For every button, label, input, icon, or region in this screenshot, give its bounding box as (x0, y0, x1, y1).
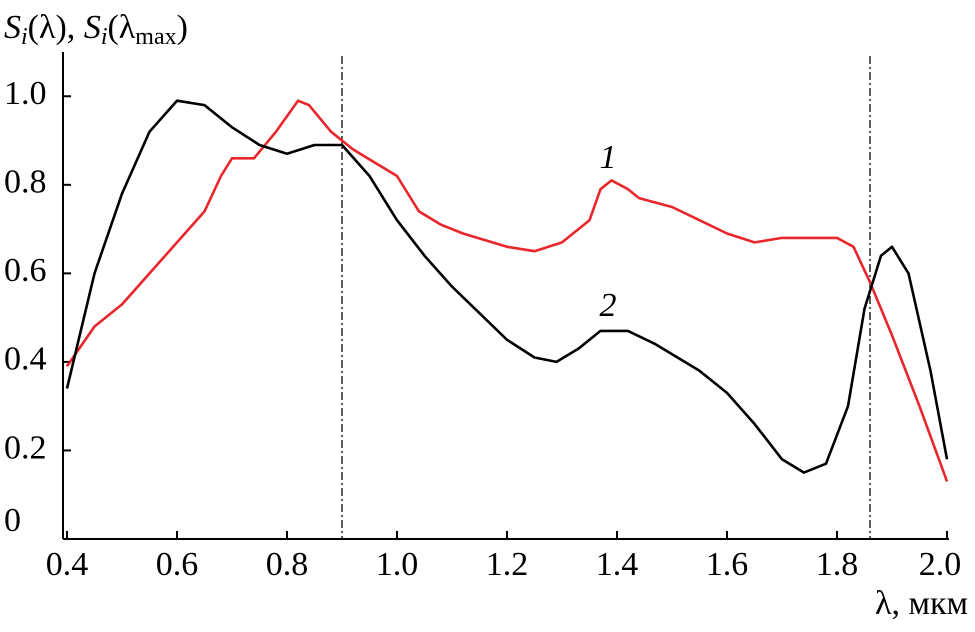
curve-label: 1 (600, 139, 617, 176)
label-part: max (135, 24, 176, 50)
x-tick-label: 1.0 (376, 546, 419, 583)
y-axis-label: Si(λ), Si(λmax) (4, 9, 188, 50)
label-part: i (101, 24, 108, 50)
x-tick-label: 1.2 (486, 546, 529, 583)
y-tick-label: 0.4 (4, 341, 47, 378)
x-tick-label: 1.8 (816, 546, 859, 583)
y-tick-label: 0 (4, 502, 21, 539)
x-axis-label: λ, мкм (875, 585, 968, 622)
curve-label: 2 (600, 287, 617, 324)
x-tick-label: 0.6 (156, 546, 199, 583)
label-part: (λ (107, 9, 135, 46)
y-tick-label: 0.8 (4, 164, 47, 201)
x-tick-label: 0.4 (46, 546, 89, 583)
label-part: i (21, 24, 28, 50)
label-part: S (4, 9, 21, 46)
x-tick-label: 1.4 (596, 546, 639, 583)
y-tick-label: 0.2 (4, 429, 47, 466)
series-line (65, 99, 949, 474)
label-part: ) (177, 9, 188, 46)
y-tick-label: 0.6 (4, 252, 47, 289)
label-part: (λ), (28, 9, 84, 46)
x-tick-label: 2.0 (919, 546, 962, 583)
series-line (65, 99, 949, 482)
y-tick-label: 1.0 (4, 75, 47, 112)
x-tick-label: 1.6 (706, 546, 749, 583)
label-part: S (84, 9, 101, 46)
x-tick-label: 0.8 (266, 546, 309, 583)
